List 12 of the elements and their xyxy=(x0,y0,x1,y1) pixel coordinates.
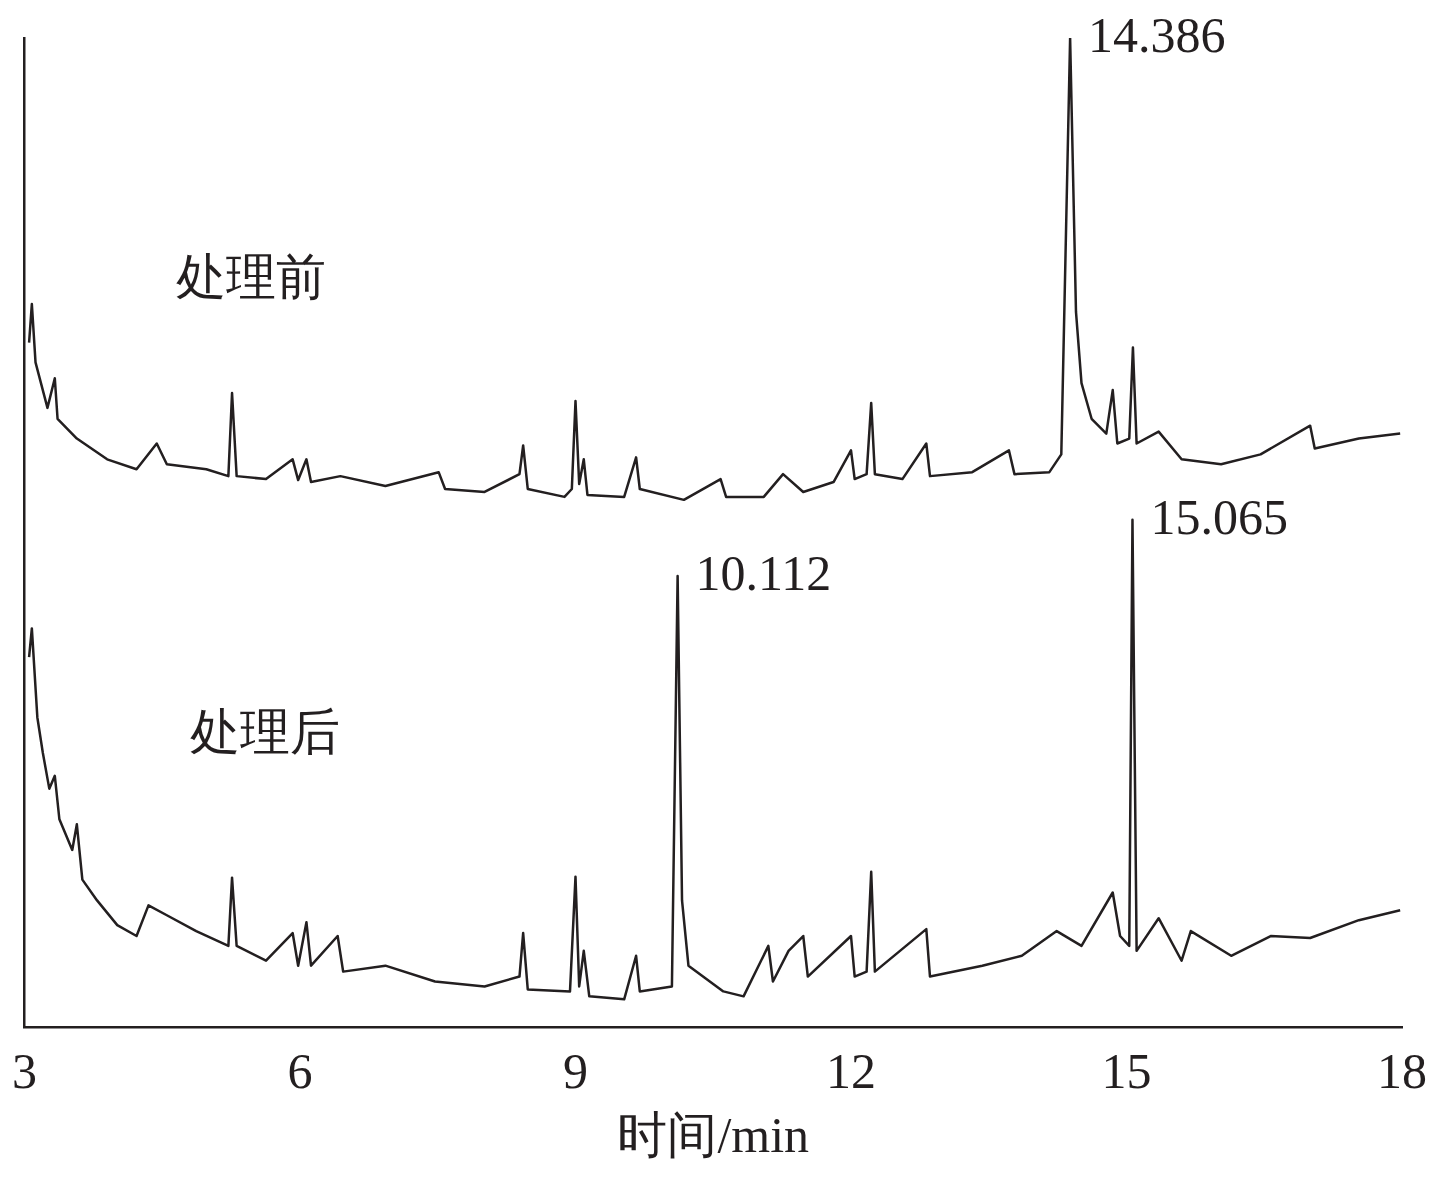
annotation: 10.112 xyxy=(695,545,832,602)
x-tick-label: 18 xyxy=(1377,1043,1427,1100)
annotation: 14.386 xyxy=(1088,7,1226,64)
text: 处理后 xyxy=(189,703,340,760)
text: 处理前 xyxy=(176,248,327,305)
x-tick-label: 3 xyxy=(12,1043,37,1100)
x-tick-label: 9 xyxy=(563,1043,588,1100)
x-axis-title: 时间/min xyxy=(617,1107,810,1164)
annotation: 15.065 xyxy=(1150,488,1288,545)
x-tick-label: 6 xyxy=(287,1043,313,1100)
x-tick-label: 12 xyxy=(826,1043,876,1100)
x-tick-label: 15 xyxy=(1101,1043,1152,1100)
